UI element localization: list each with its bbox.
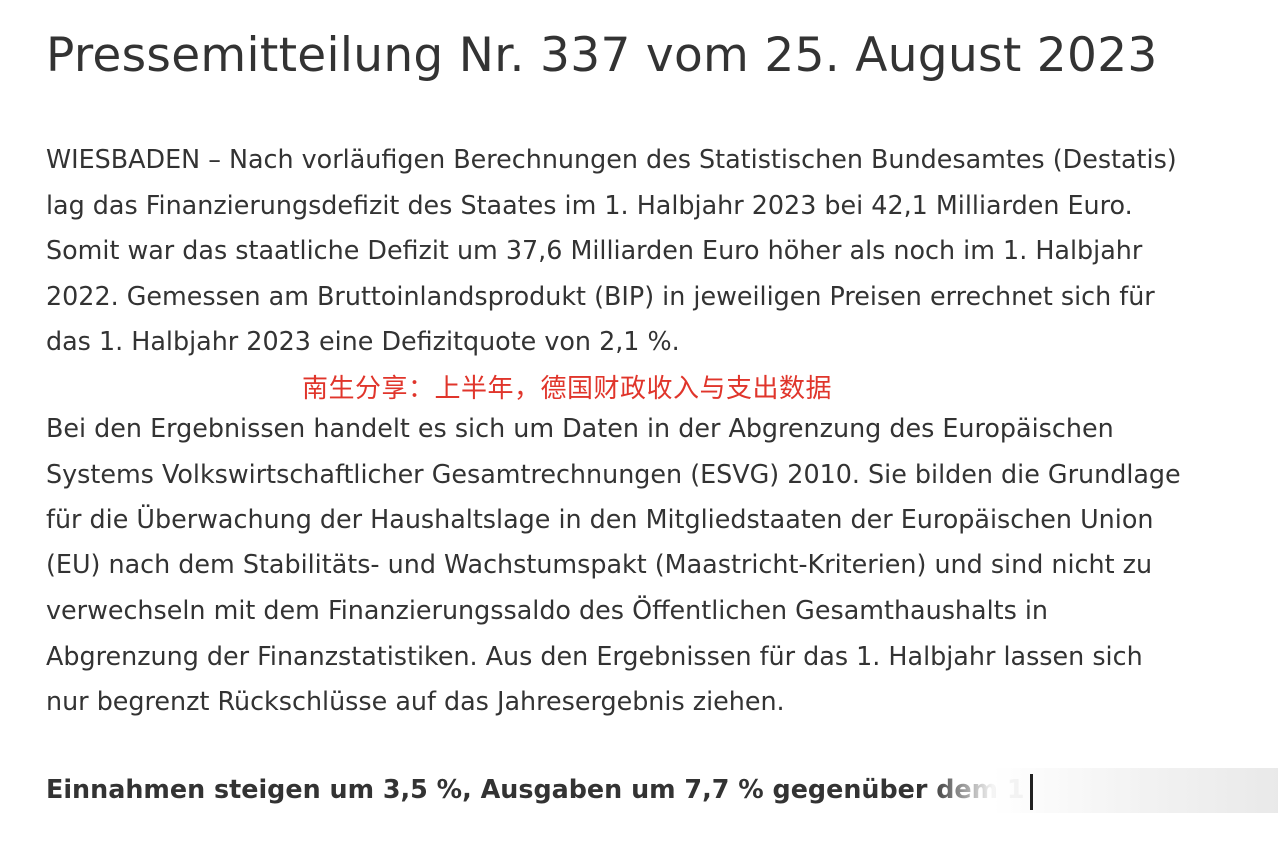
paragraph-line: (EU) nach dem Stabilitäts- und Wachstums… [46,549,1153,579]
text-cursor [1030,774,1033,810]
paragraph-line: Systems Volkswirtschaftlicher Gesamtrech… [46,459,1181,489]
paragraph-line: Somit war das staatliche Defizit um 37,6… [46,235,1143,265]
paragraph-line: Abgrenzung der Finanzstatistiken. Aus de… [46,641,1143,671]
page-title: Pressemitteilung Nr. 337 vom 25. August … [46,28,1158,83]
paragraph-line: nur begrenzt Rückschlüsse auf das Jahres… [46,686,785,716]
paragraph-line: das 1. Halbjahr 2023 eine Defizitquote v… [46,326,680,356]
scroll-fade-overlay [930,768,1278,813]
paragraph-line: 2022. Gemessen am Bruttoinlandsprodukt (… [46,281,1155,311]
paragraph-line: verwechseln mit dem Finanzierungssaldo d… [46,595,1049,625]
paragraph-line: WIESBADEN – Nach vorläufigen Berechnunge… [46,144,1177,174]
paragraph-line: für die Überwachung der Haushaltslage in… [46,504,1154,534]
watermark-caption: 南生分享：上半年，德国财政收入与支出数据 [302,374,833,404]
section-subheading: Einnahmen steigen um 3,5 %, Ausgaben um … [46,774,1025,804]
paragraph-line: Bei den Ergebnissen handelt es sich um D… [46,413,1114,443]
paragraph-line: lag das Finanzierungsdefizit des Staates… [46,190,1133,220]
